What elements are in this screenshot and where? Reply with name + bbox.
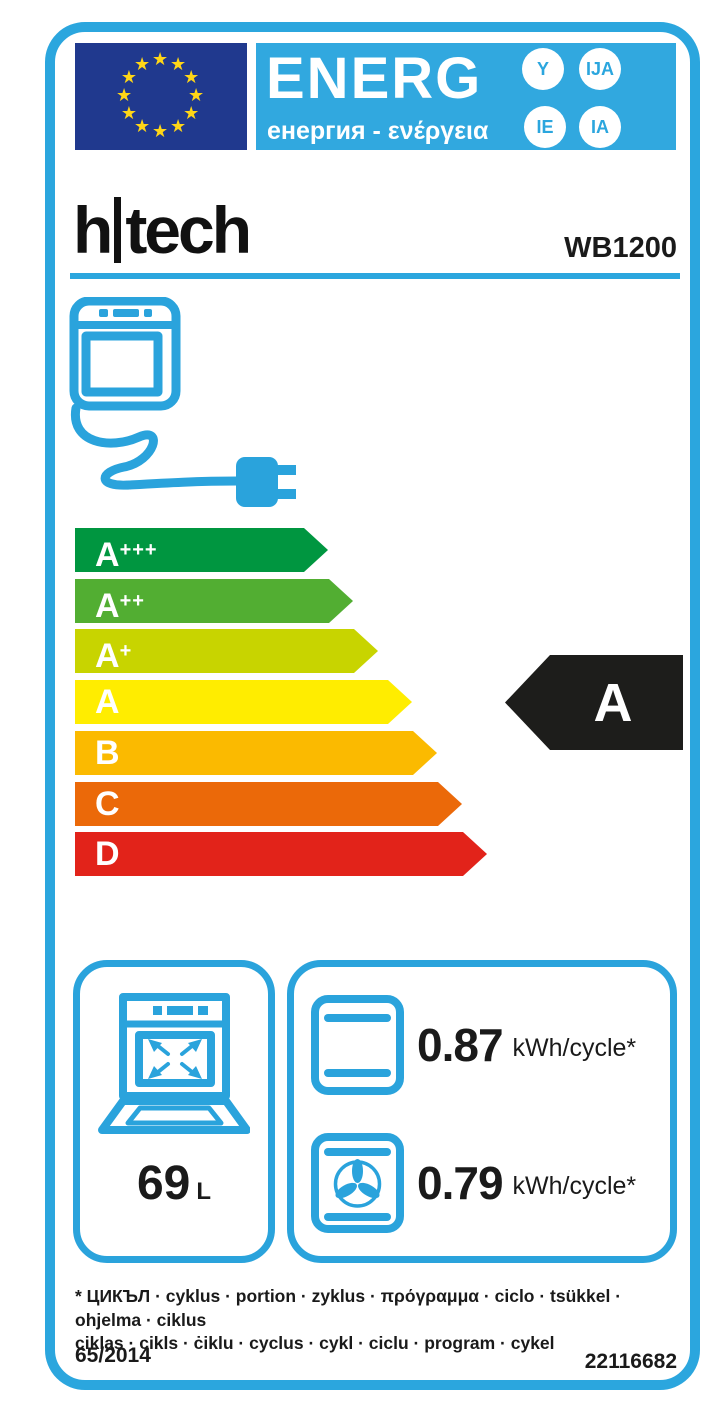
- badge-ie: IE: [524, 106, 566, 148]
- fan-consumption-value: 0.79: [417, 1157, 504, 1209]
- rating-row-letter: A: [95, 637, 120, 675]
- oven-plug-icon: [69, 297, 296, 507]
- flag-star-icon: ★: [120, 67, 137, 87]
- conventional-consumption-unit: kWh/cycle*: [512, 1033, 637, 1062]
- regulation-number: 65/2014: [75, 1344, 151, 1367]
- header-divider-rule: [70, 273, 680, 279]
- fan-oven-icon: [311, 1133, 404, 1233]
- rating-row-plus: +++: [119, 539, 158, 561]
- badge-ija: IJA: [579, 48, 621, 90]
- cycle-footnote-line2: ciklas · cikls · ċiklu · cyclus · cykl ·…: [75, 1333, 555, 1353]
- flag-star-icon: ★: [183, 67, 200, 87]
- flag-star-icon: ★: [170, 116, 187, 137]
- rating-row-B: B: [75, 731, 437, 775]
- consumption-box: 0.87 kWh/cycle* 0.79 kWh/cycle*: [287, 960, 677, 1263]
- capacity-box: 69 L: [73, 960, 275, 1263]
- rating-row-plus: ++: [119, 590, 145, 612]
- rating-row-letter: C: [95, 785, 120, 823]
- fan-consumption-row: 0.79 kWh/cycle*: [310, 1133, 636, 1233]
- rating-row-plus: +: [119, 640, 133, 662]
- flag-star-icon: ★: [152, 121, 169, 141]
- conventional-consumption-value: 0.87: [417, 1019, 504, 1071]
- capacity-unit: L: [196, 1178, 212, 1205]
- current-rating-letter: A: [593, 672, 633, 733]
- capacity-value: 69: [136, 1157, 191, 1210]
- flag-star-icon: ★: [116, 85, 133, 105]
- brand-divider-bar: [114, 197, 122, 263]
- flag-star-icon: ★: [134, 116, 151, 137]
- rating-row-C: C: [75, 782, 462, 826]
- brand-logo: h tech: [73, 192, 252, 268]
- rating-row-letter: D: [95, 835, 120, 873]
- energ-subtitle: енергия - ενέργεια: [267, 117, 489, 145]
- rating-scale: A+++ A++ A+ A B C D: [75, 528, 515, 878]
- current-rating-arrow: A: [505, 655, 683, 750]
- open-oven-icon: [98, 993, 251, 1134]
- rating-row-letter: B: [95, 734, 120, 772]
- rating-row-letter: A: [95, 587, 120, 625]
- rating-row-letter: A: [95, 683, 120, 721]
- flag-star-icon: ★: [188, 85, 205, 105]
- energ-title: ENERG: [266, 46, 483, 111]
- energ-band: ENERG енергия - ενέργεια Y IJA IE IA: [256, 43, 676, 150]
- flag-star-icon: ★: [183, 103, 200, 123]
- serial-number: 22116682: [584, 1350, 677, 1373]
- flag-star-icon: ★: [170, 53, 187, 74]
- flag-star-icon: ★: [134, 53, 151, 74]
- flag-star-icon: ★: [120, 103, 137, 123]
- cycle-footnote-line1: * ЦИКЪЛ · cyklus · portion · zyklus · πρ…: [75, 1286, 622, 1330]
- brand-part2: tech: [125, 193, 252, 267]
- eu-flag-icon: ★ ★ ★ ★ ★ ★ ★ ★ ★ ★ ★ ★: [75, 43, 247, 150]
- flag-star-icon: ★: [152, 49, 169, 69]
- cycle-footnote: * ЦИКЪЛ · cyklus · portion · zyklus · πρ…: [75, 1285, 677, 1356]
- rating-row-A+: A+: [75, 629, 378, 673]
- rating-row-A+++: A+++: [75, 528, 328, 572]
- rating-row-D: D: [75, 832, 487, 876]
- badge-y: Y: [522, 48, 564, 90]
- conventional-consumption-row: 0.87 kWh/cycle*: [310, 995, 636, 1095]
- conventional-oven-icon: [311, 995, 404, 1095]
- rating-row-A++: A++: [75, 579, 353, 623]
- badge-ia: IA: [579, 106, 621, 148]
- rating-row-A: A: [75, 680, 412, 724]
- rating-row-letter: A: [95, 536, 120, 574]
- model-number: WB1200: [564, 232, 677, 264]
- energy-label: ★ ★ ★ ★ ★ ★ ★ ★ ★ ★ ★ ★ ENERG енергия - ενέργεια Y …: [45, 22, 700, 1390]
- brand-part1: h: [73, 193, 113, 267]
- fan-consumption-unit: kWh/cycle*: [512, 1171, 637, 1200]
- capacity-line: 69 L: [80, 1156, 268, 1211]
